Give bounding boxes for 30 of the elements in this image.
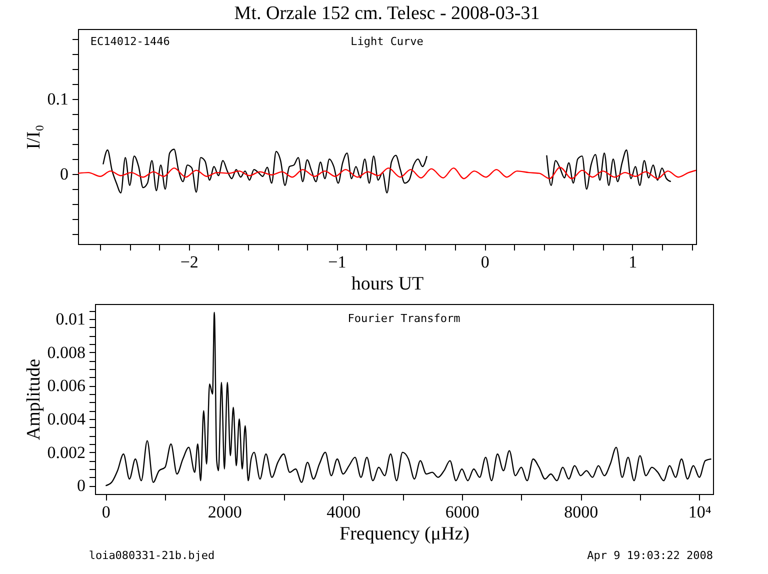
text: loia080331-21b.bjed	[88, 549, 215, 562]
y-tick-label: 0	[60, 164, 68, 184]
line-series	[78, 166, 696, 180]
x-tick-label: 0	[480, 252, 490, 272]
y-axis-title: Amplitude	[23, 358, 44, 440]
x-tick-label: 2000	[208, 502, 242, 522]
y-axis-title: I/I₀	[23, 124, 44, 150]
chart-title: Mt. Orzale 152 cm. Telesc - 2008-03-31	[234, 3, 540, 24]
x-tick-label: 4000	[326, 502, 361, 522]
x-tick-label: 0	[102, 502, 110, 522]
annotation: EC14012-1446	[90, 34, 170, 48]
y-tick-label: 0.004	[47, 410, 86, 428]
x-tick-label: −2	[180, 252, 198, 272]
y-tick-label: 0.002	[47, 442, 86, 462]
x-tick-label: −1	[328, 252, 346, 272]
y-tick-label: 0.01	[56, 310, 86, 328]
x-tick-label: 6000	[445, 502, 480, 522]
x-axis-title: hours UT	[351, 274, 424, 294]
annotation: Light Curve	[350, 34, 424, 48]
x-axis-title: Frequency (μHz)	[340, 524, 470, 544]
text: Apr 9 19:03:22 2008	[587, 549, 713, 562]
x-tick-label: 10⁴	[688, 502, 712, 522]
y-tick-label: 0.006	[47, 376, 86, 396]
annotation: Fourier Transform	[348, 312, 461, 326]
x-tick-label: 8000	[564, 502, 598, 522]
y-tick-label: 0	[77, 476, 86, 496]
y-tick-label: 0.1	[47, 89, 68, 108]
line-series	[105, 312, 712, 486]
y-tick-label: 0.008	[47, 342, 86, 362]
x-tick-label: 1	[628, 252, 638, 272]
